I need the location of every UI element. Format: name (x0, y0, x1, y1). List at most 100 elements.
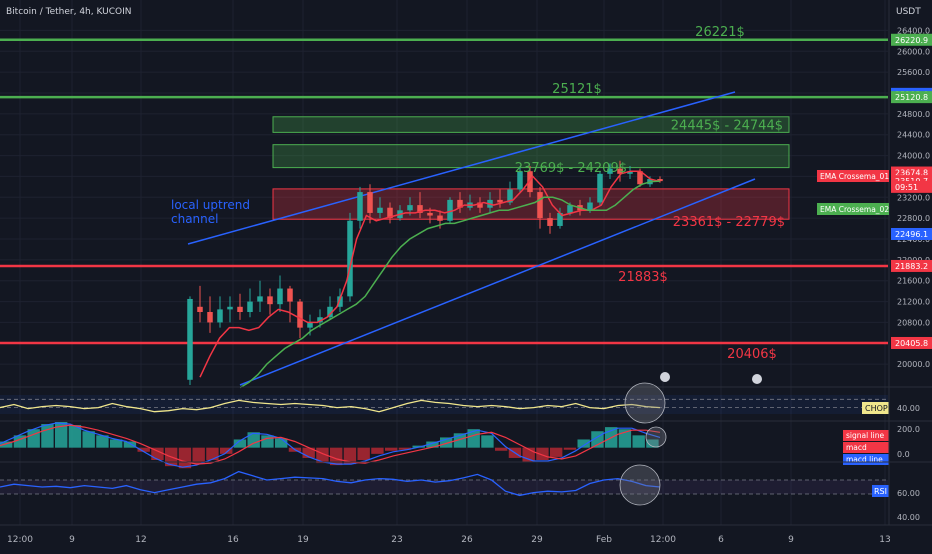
ema-slow-line (239, 180, 661, 389)
macd-histogram-bar (453, 433, 467, 448)
candle-body (457, 199, 463, 208)
time-tick-label: 6 (718, 535, 724, 545)
price-tick-label: 24800.0 (897, 110, 930, 119)
macd-histogram-bar (467, 429, 480, 448)
ema-lines (199, 170, 661, 389)
time-tick-label: 23 (391, 535, 402, 545)
candle-body (297, 301, 303, 328)
macd-highlight (645, 426, 667, 448)
chop-tag-text: CHOP (865, 404, 888, 413)
macd-histogram-bar (220, 447, 233, 454)
time-tick-label: 19 (297, 535, 309, 545)
candle-body (307, 322, 313, 328)
ema-fast-line (199, 170, 661, 378)
macd-tag-box (843, 442, 889, 453)
annotations: 24445$ - 24744$ 23769$ - 24209$ 23361$ - 2… (171, 25, 785, 362)
chop-tick: 40.00 (897, 404, 920, 413)
macd-histogram-bar (330, 447, 343, 466)
price-label-text: 09:51 (895, 183, 918, 192)
rsi-band (0, 480, 888, 494)
ema-tag-box (817, 170, 889, 182)
candle-body (217, 309, 223, 323)
channel-annotation-line1: local uptrend (171, 198, 250, 212)
price-tick-label: 21600.0 (897, 277, 930, 286)
candle-body (387, 207, 393, 219)
macd-histogram-bar (316, 447, 329, 464)
macd-histogram-bar (68, 425, 82, 448)
candle-body (237, 306, 243, 312)
macd-histogram-bar (481, 435, 494, 448)
price-tick-label: 23200.0 (897, 193, 930, 202)
macd-histogram-bar (563, 447, 577, 450)
macd-line (0, 422, 661, 468)
candle-body (617, 168, 623, 174)
candle-body (507, 189, 513, 203)
price-tick-label: 20800.0 (897, 318, 930, 327)
price-label-box (891, 91, 932, 104)
price-label-text: 22496.1 (895, 230, 928, 239)
candle-body (257, 296, 263, 302)
macd-histogram-bar (495, 447, 508, 451)
candle-body (317, 317, 323, 323)
zone-label: 23361$ - 22779$ (673, 215, 785, 230)
macd-histogram-bar (110, 439, 123, 448)
rsi-tag-text: RSI (874, 487, 887, 496)
ema-tag-box (817, 203, 889, 215)
macd-tag-box (843, 430, 889, 441)
rsi-tick: 40.00 (897, 513, 920, 522)
rsi-tick: 60.00 (897, 489, 920, 498)
rsi-line (0, 470, 661, 497)
time-tick-label: 9 (788, 535, 794, 545)
macd-histogram-bar (385, 447, 398, 451)
ema-tag-text: EMA Crossema_02 (820, 205, 889, 214)
candle-body (607, 168, 613, 174)
symbol-title: Bitcoin / Tether, 4h, KUCOIN (6, 7, 131, 17)
macd-histogram-bar (82, 431, 95, 448)
price-tick-label: 25600.0 (897, 68, 930, 77)
macd-histogram-bar (536, 447, 549, 460)
macd-histogram-bar (247, 432, 260, 448)
candle-body (377, 207, 383, 213)
price-label-text: 20405.8 (895, 339, 928, 348)
currency-label: USDT (896, 7, 921, 17)
candle-body (407, 205, 413, 211)
macd-histogram-bar (137, 447, 150, 452)
time-tick-label: 12:00 (650, 535, 676, 545)
horizontal-levels (0, 38, 888, 345)
price-tick-label: 20000.0 (897, 360, 930, 369)
macd-histogram-bar (233, 439, 247, 448)
price-axis: 26400.026000.025600.025200.024800.024400… (817, 0, 932, 525)
candle-body (427, 212, 433, 216)
macd-tag-text: macd (846, 443, 867, 452)
price-label-box (891, 33, 932, 46)
time-tick-label: 12 (135, 535, 146, 545)
price-label-box (891, 259, 932, 272)
candle-body (247, 301, 253, 312)
candle-body (557, 212, 563, 226)
time-axis: 12:00 9 12 16 19 23 26 29 Feb 12:00 6 9 13 (0, 524, 932, 545)
macd-histogram-bar (96, 435, 109, 448)
candle-body (207, 312, 213, 323)
channel-upper-line (187, 91, 736, 245)
time-tick-label: Feb (596, 535, 612, 545)
macd-histogram-bar (357, 447, 370, 460)
price-label-text: 21883.2 (895, 262, 928, 271)
price-zone (272, 144, 790, 169)
grid (0, 0, 888, 525)
macd-histogram-bar (27, 429, 40, 448)
macd-tag-text: signal line (846, 431, 884, 440)
macd-histogram-bar (0, 441, 13, 448)
macd-histogram-bar (151, 447, 164, 460)
candle-body (657, 179, 663, 182)
macd-histogram-bar (275, 438, 288, 448)
candle-body (517, 171, 523, 190)
candle-body (417, 205, 423, 213)
macd-tag-text: macd line (846, 455, 883, 464)
candle-body (627, 171, 633, 174)
macd-histogram-bar (343, 447, 357, 465)
macd-histogram-bar (55, 422, 68, 448)
price-label-text: 25120.8 (895, 93, 928, 102)
